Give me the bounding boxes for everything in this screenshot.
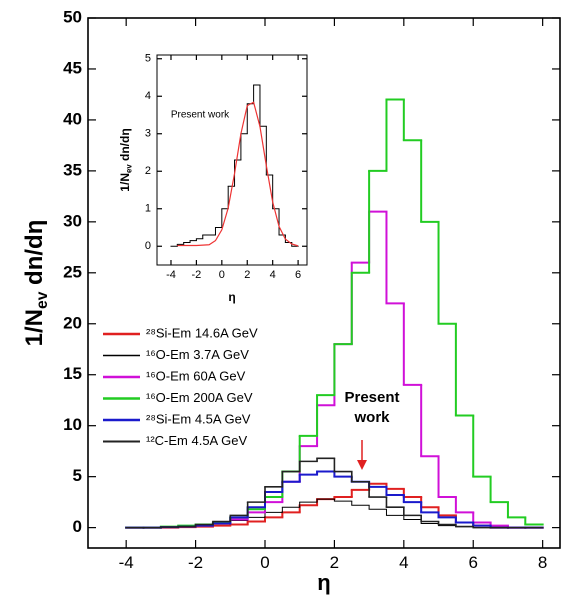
annotation-arrowhead (357, 460, 367, 470)
y-tick-label: 3 (145, 128, 151, 140)
x-tick-label: 4 (270, 269, 276, 281)
x-tick-label: -4 (166, 269, 176, 281)
x-tick-label: 6 (295, 269, 301, 281)
y-tick-label: 25 (63, 262, 82, 281)
y-tick-label: 0 (73, 517, 82, 536)
y-tick-label: 0 (145, 240, 151, 252)
x-tick-label: 2 (330, 553, 339, 572)
legend-label: ¹⁶O-Em 200A GeV (146, 390, 253, 405)
y-label-sub: ev (34, 291, 51, 309)
x-tick-label: -4 (119, 553, 134, 572)
legend-label: ²⁸Si-Em 4.5A GeV (146, 411, 251, 426)
x-tick-label: 8 (538, 553, 547, 572)
y-tick-label: 40 (63, 109, 82, 128)
y-label-rest: dn/dη (21, 220, 48, 292)
x-tick-label: 6 (469, 553, 478, 572)
y-tick-label: 30 (63, 211, 82, 230)
plot-frame (156, 54, 308, 266)
y-label-sub: ev (125, 164, 134, 173)
x-tick-label: -2 (192, 269, 202, 281)
annotation: work (353, 409, 390, 426)
legend-label: ¹⁶O-Em 60A GeV (146, 368, 246, 383)
annotation: Present work (171, 110, 230, 121)
x-axis-label: η (317, 570, 330, 595)
x-tick-label: 0 (219, 269, 225, 281)
plot-1: -4 -2 0 2 4 6 0 1 2 3 4 5 η 1/Nev dn/dη Present work (118, 53, 308, 304)
x-tick-label: 2 (244, 269, 250, 281)
legend-label: ²⁸Si-Em 14.6A GeV (146, 325, 258, 340)
y-tick-label: 2 (145, 165, 151, 177)
y-label-rest: dn/dη (118, 128, 132, 164)
y-tick-label: 20 (63, 313, 82, 332)
y-tick-label: 10 (63, 415, 82, 434)
y-label-main: 1/N (21, 309, 48, 346)
y-tick-label: 4 (145, 90, 151, 102)
x-tick-label: 0 (260, 553, 269, 572)
y-tick-label: 5 (73, 466, 82, 485)
y-tick-label: 35 (63, 160, 82, 179)
annotation: Present (344, 389, 399, 406)
y-tick-label: 1 (145, 203, 151, 215)
y-tick-label: 5 (145, 53, 151, 65)
y-tick-label: 50 (63, 7, 82, 26)
x-tick-label: -2 (188, 553, 203, 572)
y-tick-label: 15 (63, 364, 82, 383)
legend-label: ¹²C-Em 4.5A GeV (146, 433, 247, 448)
y-axis-label: 1/Nev dn/dη (118, 128, 133, 191)
y-label-main: 1/N (118, 173, 132, 192)
x-axis-label: η (228, 290, 235, 304)
y-axis-label: 1/Nev dn/dη (21, 220, 51, 347)
fit-curve (177, 101, 299, 247)
x-tick-label: 4 (399, 553, 408, 572)
legend-label: ¹⁶O-Em 3.7A GeV (146, 347, 249, 362)
y-tick-label: 45 (63, 58, 82, 77)
